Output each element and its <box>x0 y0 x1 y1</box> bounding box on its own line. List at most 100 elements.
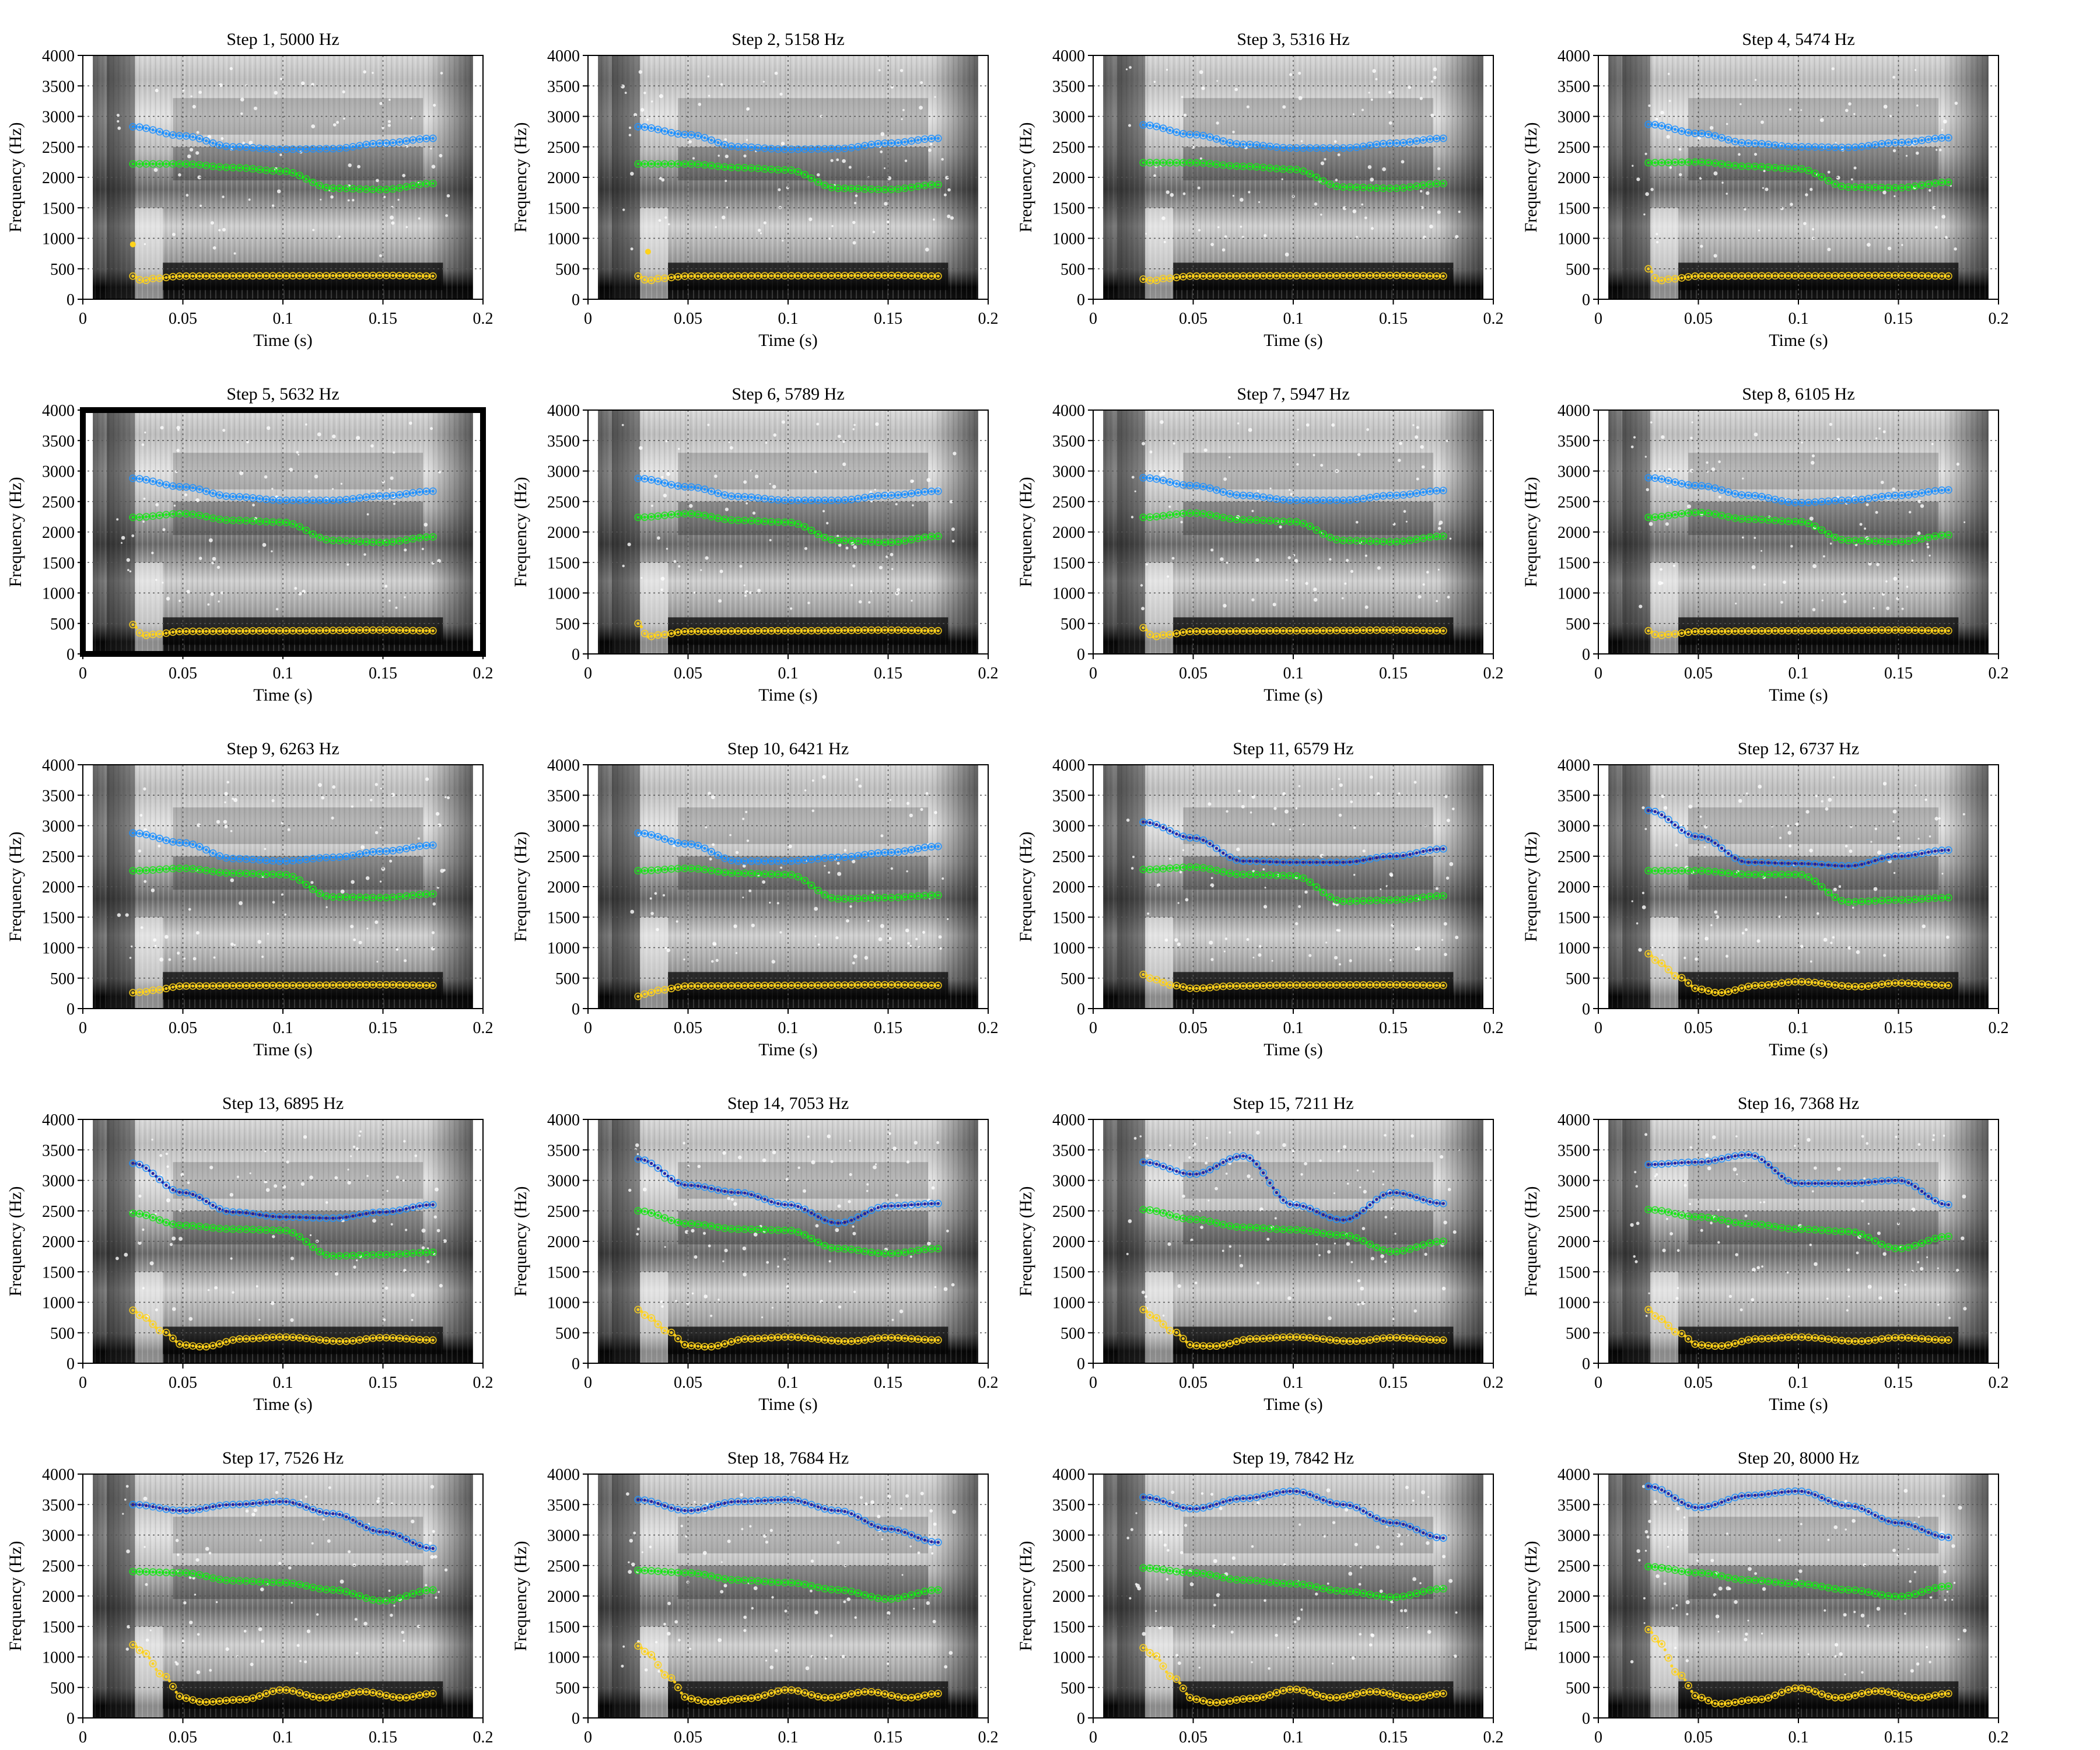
spectrogram-speck <box>1368 92 1370 94</box>
y-tick-label: 3000 <box>1558 463 1590 481</box>
f1-point <box>670 276 673 279</box>
f2-point <box>225 166 228 169</box>
spectrogram-speck <box>630 247 634 251</box>
spectrogram-speck <box>213 956 216 959</box>
f1-point <box>1760 274 1763 278</box>
f2-point <box>730 166 733 169</box>
spectrogram-speck <box>404 548 407 552</box>
ticks: 0 0.05 0.1 0.15 0.20500100015002000250030003… <box>42 47 494 328</box>
f3-point <box>883 142 887 145</box>
f3-point <box>404 139 408 143</box>
spectrogram-speck <box>332 123 337 127</box>
f1-point <box>696 274 700 278</box>
f2-point <box>1847 186 1850 189</box>
f3-point <box>1894 141 1897 145</box>
f1-point <box>1913 274 1917 278</box>
f3-point <box>1295 146 1298 150</box>
spectrogram-speck <box>929 142 933 146</box>
f1-point <box>1873 628 1877 632</box>
x-tick-label: 0.15 <box>1379 664 1408 682</box>
y-tick-label: 3500 <box>1052 78 1085 96</box>
f2-point <box>258 872 261 876</box>
f1-point <box>1680 276 1684 279</box>
f1-point <box>1647 267 1650 271</box>
spectrogram-speck <box>1906 586 1909 588</box>
f1-point <box>145 634 148 637</box>
spectrogram-speck <box>1740 103 1742 106</box>
spectrogram-speck <box>393 451 396 454</box>
spectrogram-speck <box>1943 119 1947 124</box>
f2-point <box>1188 512 1192 515</box>
spectrogram-speck <box>743 154 747 158</box>
spectrogram-speck <box>640 577 643 579</box>
f2-point <box>331 187 335 190</box>
x-tick-label: 0.05 <box>169 1019 197 1037</box>
f2-point-ring <box>807 174 816 182</box>
f3-point <box>1262 144 1265 148</box>
spectrogram-speck <box>271 799 275 803</box>
spectrogram-speck <box>858 600 862 604</box>
spectrogram-speck <box>141 443 145 446</box>
f2-point <box>1368 186 1372 190</box>
f3-point <box>1887 141 1890 145</box>
f2-point-ring <box>296 172 304 180</box>
spectrogram-speck <box>934 96 936 98</box>
f3-point <box>184 841 188 845</box>
f2-point <box>258 168 261 172</box>
f2-point-ring <box>429 179 437 187</box>
spectrogram-speck <box>853 545 858 550</box>
f2-point <box>909 186 914 189</box>
spectrogram-speck <box>715 226 717 228</box>
spectrogram-speck <box>774 71 778 75</box>
f1-point <box>1161 634 1165 637</box>
f3-point <box>1241 143 1245 146</box>
spectrogram-speck <box>1251 510 1254 512</box>
f2-point <box>916 184 920 188</box>
f1-point <box>1301 629 1305 632</box>
f1-point <box>218 984 221 988</box>
spectrogram-speck <box>692 157 695 160</box>
f3-point <box>1760 495 1763 499</box>
spectrogram-speck <box>1405 520 1408 523</box>
spectrogram-speck <box>643 92 646 94</box>
spectrogram-speck <box>1954 247 1957 251</box>
f3-point <box>1328 146 1332 150</box>
spectrogram-speck <box>718 599 722 603</box>
spectrogram-speck <box>218 600 220 603</box>
f3-point <box>1920 491 1924 495</box>
f3-point <box>378 142 382 145</box>
spectrogram-speck <box>144 243 146 246</box>
spectrogram-speck <box>895 503 898 506</box>
f2-point <box>1155 515 1158 519</box>
spectrogram-speck <box>1911 559 1914 562</box>
f2-point <box>404 185 408 188</box>
spectrogram-speck <box>902 108 905 111</box>
spectrogram-speck <box>143 787 146 791</box>
spectrogram-speck <box>1742 536 1744 539</box>
f1-point <box>730 274 733 278</box>
spectrogram-speck <box>153 938 157 942</box>
spectrogram-speck <box>1167 575 1170 578</box>
f3-point <box>164 132 168 135</box>
f3-point <box>769 498 773 501</box>
panel-title: Step 1, 5000 Hz <box>226 30 339 49</box>
f2-point <box>244 519 248 523</box>
f3-point <box>1693 132 1697 135</box>
f1-point <box>191 274 195 278</box>
f1-point <box>883 274 887 277</box>
f2-point <box>1860 539 1864 542</box>
spectrogram-speck <box>1916 151 1919 155</box>
f3-point <box>371 495 374 498</box>
spectrogram-speck <box>383 195 386 198</box>
f1-point <box>756 629 760 633</box>
f1-point <box>843 629 846 632</box>
f2-point <box>1248 164 1252 168</box>
f1-point <box>218 629 221 633</box>
spectrogram-speck <box>1656 233 1658 236</box>
spectrogram-speck <box>1867 243 1871 247</box>
f2-point <box>1168 161 1172 164</box>
spectrogram-speck <box>639 446 643 450</box>
f2-point <box>204 869 208 872</box>
f1-point <box>1395 274 1398 277</box>
f2-point <box>1853 186 1857 189</box>
